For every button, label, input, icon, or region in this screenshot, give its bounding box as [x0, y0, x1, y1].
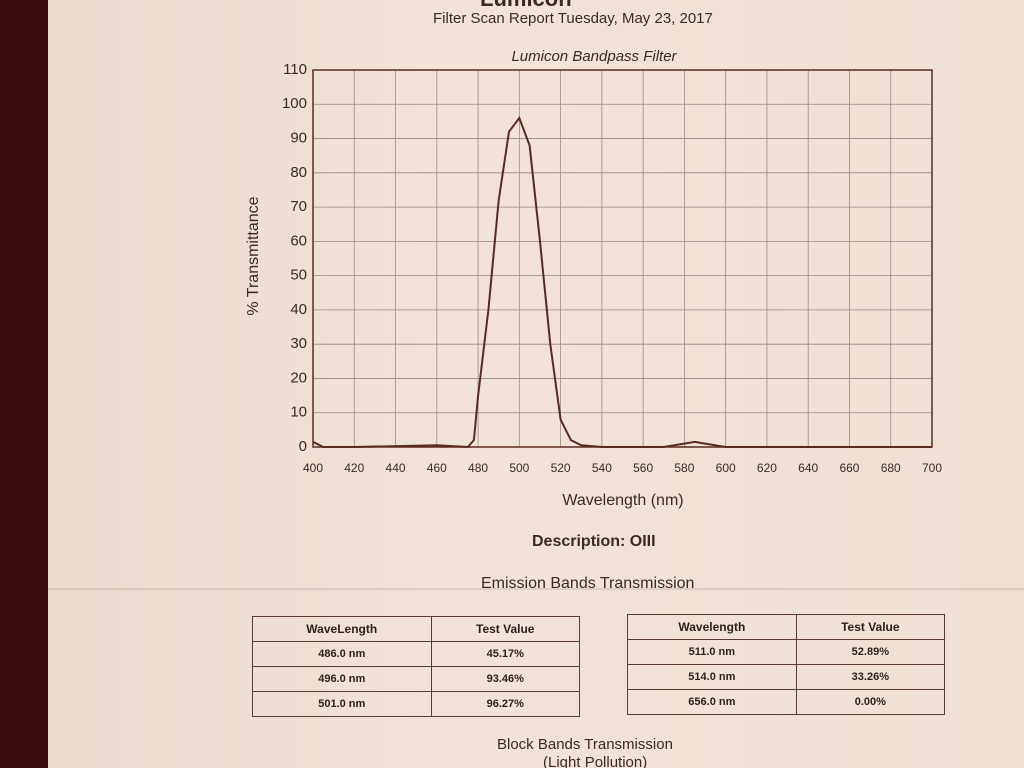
header-cell: Test Value	[430, 616, 580, 642]
cell: 496.0 nm	[252, 666, 432, 692]
cell: 511.0 nm	[627, 639, 797, 665]
x-tick-label: 400	[303, 461, 323, 475]
x-tick-label: 460	[427, 461, 447, 475]
y-tick-label: 10	[290, 404, 307, 421]
x-tick-label: 580	[674, 461, 694, 475]
y-tick-label: 70	[290, 198, 307, 215]
x-tick-label: 500	[509, 461, 529, 475]
cell: 45.17%	[430, 641, 580, 667]
brand: Lumicon	[480, 0, 572, 12]
y-tick-label: 60	[290, 232, 307, 249]
line	[312, 115, 932, 449]
cell: 501.0 nm	[252, 691, 432, 717]
x-tick-label: 560	[633, 461, 653, 475]
cell: 96.27%	[430, 691, 580, 717]
section-subtitle: (Light Pollution)	[543, 754, 648, 768]
header-cell: Test Value	[795, 614, 946, 640]
x-tick-label: 540	[592, 461, 612, 475]
y-tick-label: 20	[290, 369, 307, 386]
x-tick-label: 600	[716, 461, 736, 475]
subtitle: Filter Scan Report Tuesday, May 23, 2017	[433, 10, 713, 27]
description: Description: OIII	[532, 533, 656, 550]
x-tick-label: 420	[344, 461, 364, 475]
x-tick-label: 640	[798, 461, 818, 475]
cell: 514.0 nm	[627, 664, 797, 690]
cell: 486.0 nm	[252, 641, 432, 667]
y-tick-label: 30	[290, 335, 307, 352]
x-axis-label: Wavelength (nm)	[562, 492, 683, 509]
x-tick-label: 480	[468, 461, 488, 475]
y-tick-label: 40	[290, 301, 307, 318]
cell: 0.00%	[795, 689, 946, 715]
y-tick-label: 90	[290, 130, 307, 147]
cell: 52.89%	[795, 639, 946, 665]
header-cell: WaveLength	[252, 616, 432, 642]
cell: 33.26%	[795, 664, 946, 690]
x-tick-label: 680	[881, 461, 901, 475]
cell: 93.46%	[430, 666, 580, 692]
header-cell: Wavelength	[627, 614, 797, 640]
y-tick-label: 110	[283, 61, 307, 78]
y-tick-label: 50	[290, 267, 307, 284]
table: WaveLength Test Value 486.0 nm 45.17% 496.…	[252, 616, 580, 717]
x-tick-label: 660	[839, 461, 859, 475]
x-tick-label: 620	[757, 461, 777, 475]
y-tick-label: 100	[282, 95, 307, 112]
x-tick-label: 440	[386, 461, 406, 475]
y-tick-label: 80	[290, 164, 307, 181]
fold	[48, 588, 1024, 590]
x-tick-label: 520	[551, 461, 571, 475]
y-tick-label: 0	[299, 438, 307, 455]
table: Wavelength Test Value 511.0 nm 52.89% 514.…	[627, 614, 946, 715]
section-title: Block Bands Transmission	[497, 736, 673, 753]
y-axis-label: % Transmittance	[245, 196, 262, 315]
cell: 656.0 nm	[627, 689, 797, 715]
x-tick-label: 700	[922, 461, 942, 475]
plot-frame	[312, 69, 933, 448]
chart-title: Lumicon Bandpass Filter	[511, 48, 677, 65]
section-title: Emission Bands Transmission	[481, 575, 695, 592]
